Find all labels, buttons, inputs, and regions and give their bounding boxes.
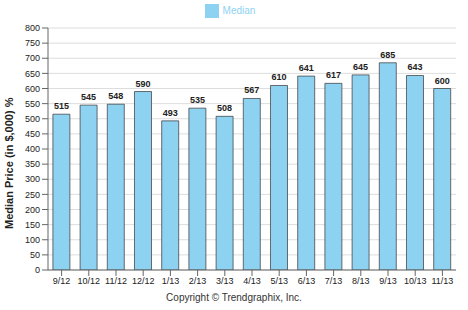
html-text:Copyright © Trendgraphix, Inc.: Copyright © Trendgraphix, Inc. <box>166 292 302 303</box>
svg-text:617: 617 <box>326 70 341 80</box>
svg-text:11/12: 11/12 <box>105 276 127 286</box>
svg-text:548: 548 <box>108 91 123 101</box>
svg-text:9/13: 9/13 <box>379 276 397 286</box>
svg-text:4/13: 4/13 <box>243 276 261 286</box>
svg-text:350: 350 <box>25 159 40 169</box>
svg-text:11/13: 11/13 <box>431 276 453 286</box>
svg-text:10/13: 10/13 <box>404 276 427 286</box>
svg-text:0: 0 <box>35 265 40 275</box>
html-text:Median: Median <box>222 4 256 16</box>
svg-text:700: 700 <box>25 53 40 63</box>
svg-text:500: 500 <box>25 114 40 124</box>
svg-text:685: 685 <box>380 50 395 60</box>
svg-text:590: 590 <box>135 79 150 89</box>
svg-text:1/13: 1/13 <box>162 276 180 286</box>
svg-text:10/12: 10/12 <box>78 276 101 286</box>
svg-text:300: 300 <box>25 174 40 184</box>
svg-text:200: 200 <box>25 205 40 215</box>
svg-text:750: 750 <box>25 38 40 48</box>
svg-text:645: 645 <box>353 62 368 72</box>
svg-text:50: 50 <box>30 250 40 260</box>
svg-text:450: 450 <box>25 129 40 139</box>
svg-text:545: 545 <box>81 92 96 102</box>
svg-text:400: 400 <box>25 144 40 154</box>
svg-text:100: 100 <box>25 235 40 245</box>
svg-text:550: 550 <box>25 99 40 109</box>
svg-text:643: 643 <box>407 62 422 72</box>
svg-text:567: 567 <box>244 85 259 95</box>
svg-text:250: 250 <box>25 190 40 200</box>
svg-text:610: 610 <box>271 72 286 82</box>
svg-text:2/13: 2/13 <box>189 276 207 286</box>
svg-text:508: 508 <box>217 103 232 113</box>
svg-text:600: 600 <box>25 84 40 94</box>
svg-text:8/13: 8/13 <box>352 276 370 286</box>
svg-text:535: 535 <box>190 95 205 105</box>
svg-text:6/13: 6/13 <box>298 276 316 286</box>
svg-text:641: 641 <box>299 63 314 73</box>
svg-text:7/13: 7/13 <box>325 276 343 286</box>
svg-text:800: 800 <box>25 23 40 33</box>
svg-text:3/13: 3/13 <box>216 276 234 286</box>
svg-text:Median Price (in $,000) %: Median Price (in $,000) % <box>8 97 15 229</box>
svg-text:150: 150 <box>25 220 40 230</box>
svg-text:9/12: 9/12 <box>53 276 71 286</box>
svg-text:600: 600 <box>435 76 450 86</box>
svg-text:12/12: 12/12 <box>132 276 155 286</box>
svg-text:650: 650 <box>25 69 40 79</box>
svg-text:493: 493 <box>163 108 178 118</box>
svg-text:515: 515 <box>54 101 69 111</box>
svg-text:5/13: 5/13 <box>270 276 288 286</box>
